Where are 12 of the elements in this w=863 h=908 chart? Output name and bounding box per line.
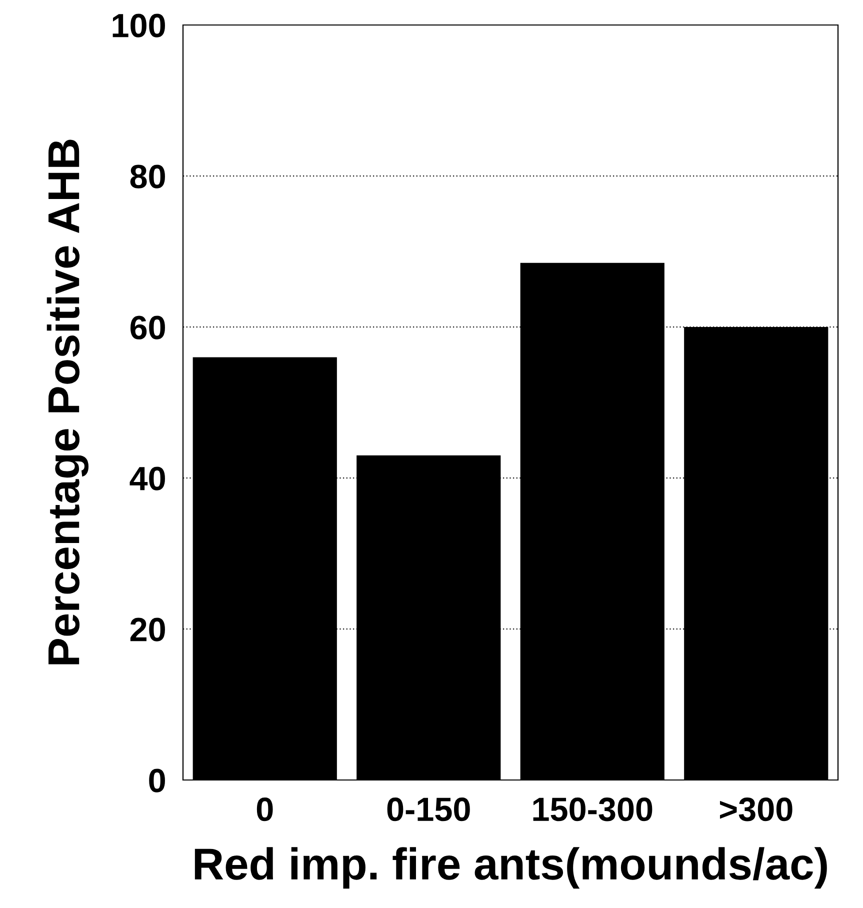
y-tick-label: 60 <box>130 316 165 340</box>
y-axis-title: Percentage Positive AHB <box>46 140 88 664</box>
x-tick-label: 0 <box>256 798 273 822</box>
y-tick-label: 40 <box>130 466 165 490</box>
x-tick-label: 150-300 <box>533 798 652 822</box>
y-tick-label: 0 <box>149 768 165 792</box>
x-tick-label: >300 <box>720 798 792 822</box>
y-tick-label: 80 <box>130 164 165 188</box>
y-tick-label: 100 <box>112 14 165 38</box>
x-axis-title: Red imp. fire ants(mounds/ac) <box>194 847 827 889</box>
x-tick-label: 0-150 <box>387 798 470 822</box>
y-tick-label: 20 <box>130 618 165 642</box>
